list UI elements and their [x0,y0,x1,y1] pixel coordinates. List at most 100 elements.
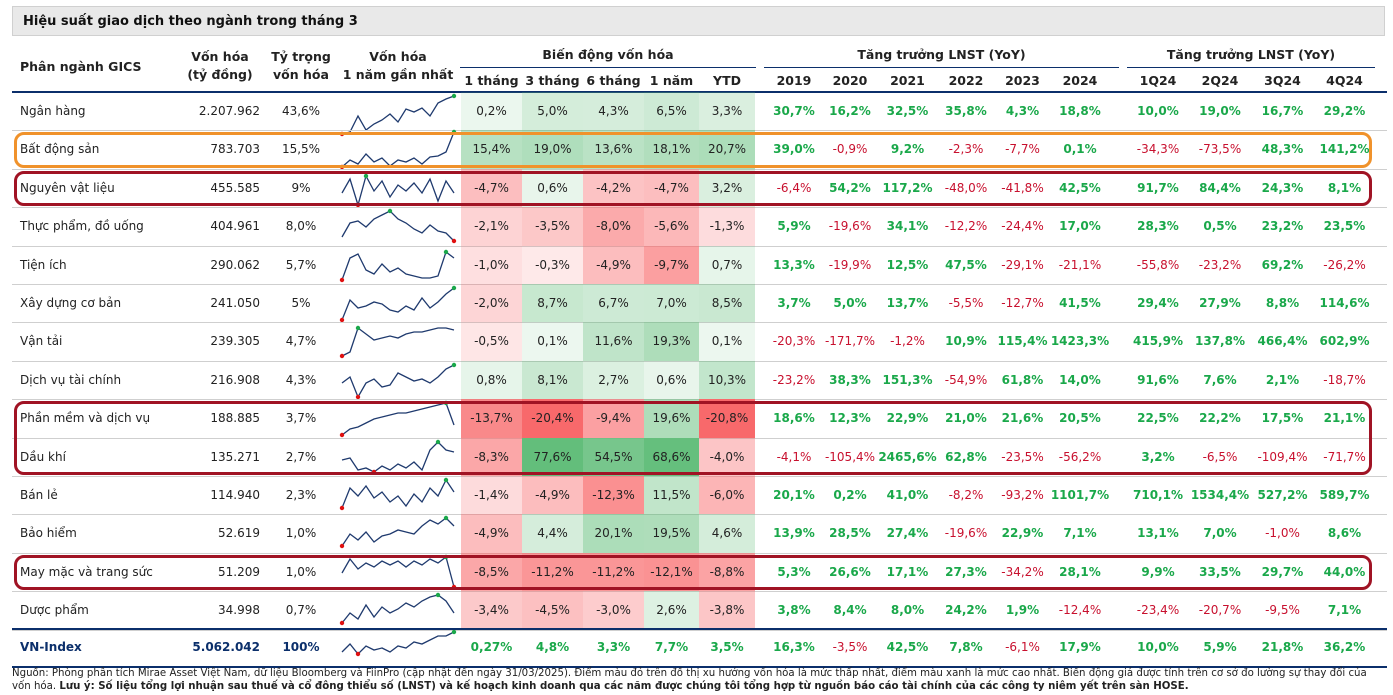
spark-line [341,517,455,547]
sparkline-chart [339,249,455,282]
year-growth: 8,0% [890,603,925,618]
change-heat-cell [583,92,644,131]
change-value: 11,5% [652,488,691,502]
header-change-1: 3 tháng [525,73,580,88]
year-growth: -12,7% [1001,296,1044,310]
highlight-box-red [14,554,1372,591]
cap-weight: 1,0% [285,526,317,541]
spark-line [341,402,455,436]
change-value: 0,7% [711,257,743,272]
spark-low-point [339,544,345,549]
change-heat-cell [699,284,755,323]
row-divider [12,207,1387,209]
year-growth: 14,0% [1059,372,1101,387]
quarter-growth: 137,8% [1195,334,1245,349]
change-value: -4,9% [474,526,509,541]
year-growth: 27,4% [886,526,929,541]
row-divider [12,514,1387,516]
year-growth: 22,9% [1001,526,1044,541]
quarter-growth: 22,2% [1199,411,1241,426]
header-spark-1: Vốn hóa [369,49,427,64]
market-cap: 783.703 [210,142,260,157]
change-heat-cell [583,552,644,592]
year-growth: -5,5% [948,296,984,310]
change-heat-cell [461,360,522,400]
spark-high-point [451,362,457,367]
change-heat-cell [461,399,522,438]
year-growth: 13,9% [773,526,815,541]
year-growth: 5,0% [833,296,867,310]
year-growth: 115,4% [997,334,1048,349]
change-value: -20,8% [705,411,749,426]
change-heat-cell [699,168,755,208]
quarter-growth: 22,5% [1137,411,1179,426]
year-growth: -24,4% [1001,219,1044,234]
change-value: 6,7% [598,296,629,310]
spark-low-point [339,505,345,511]
change-value: 0,6% [537,180,568,195]
year-growth: 1,9% [1005,603,1040,618]
change-value: 0,6% [656,372,687,387]
change-value: 7,0% [656,296,687,310]
sparkline-chart [339,477,455,511]
quarter-growth: 24,3% [1261,180,1304,195]
year-growth: -23,5% [1001,449,1044,464]
change-value: -2,0% [474,296,509,310]
highlight-box-red [14,170,1372,207]
quarter-growth: 466,4% [1257,334,1308,349]
year-growth: 20,5% [1059,411,1101,426]
year-growth: 16,2% [829,104,871,118]
header-lnst-group: Tăng trưởng LNST (YoY) [857,47,1026,62]
spark-high-point [435,592,441,598]
header-quarter-0: 1Q24 [1139,73,1177,88]
year-growth: -105,4% [824,449,876,464]
change-heat-cell [644,92,699,131]
change-value: -3,0% [596,603,631,618]
change-heat-cell [522,207,583,246]
year-growth: 41,5% [1059,296,1101,310]
change-heat-cell [522,245,583,284]
year-growth: 3,8% [777,603,811,618]
spark-low-point [451,238,457,244]
spark-high-point [435,439,441,444]
year-growth: -12,2% [944,219,988,234]
change-heat-cell [522,552,583,592]
year-growth: 1423,3% [1050,334,1110,349]
quarter-growth: 10,0% [1137,104,1179,118]
row-divider [12,629,1387,631]
year-growth: -6,4% [776,180,812,195]
quarter-growth: -20,7% [1198,603,1242,618]
quarter-growth: 7,0% [1203,526,1237,541]
year-growth: 16,3% [773,639,815,654]
change-heat-cell [644,552,699,592]
year-growth: 39,0% [773,142,815,157]
header-quarter-group: Tăng trưởng LNST (YoY) [1166,47,1336,62]
spark-high-point [363,173,369,178]
cap-weight: 43,6% [281,104,321,118]
year-growth: 22,9% [886,411,929,426]
sector-name: Dầu khí [20,449,66,464]
quarter-growth: 602,9% [1319,334,1370,349]
year-growth: -54,9% [944,372,988,387]
year-growth: -8,2% [948,488,984,502]
spark-line [341,631,455,655]
change-value: -4,7% [654,180,689,195]
year-growth: -171,7% [824,334,876,349]
year-growth: -21,1% [1058,257,1102,272]
year-growth: 41,0% [886,488,929,502]
change-heat-cell [583,130,644,169]
sector-name: Phần mềm và dịch vụ [20,411,151,426]
quarter-growth: 29,7% [1261,564,1304,579]
year-growth: 42,5% [1059,180,1101,195]
spark-high-point [387,208,393,214]
change-value: -9,4% [596,411,631,426]
change-heat-cell [583,360,644,400]
change-heat-cell [522,130,583,169]
change-heat-cell [644,284,699,323]
change-heat-cell [461,92,522,131]
spark-line [341,327,455,357]
quarter-growth: 141,2% [1319,142,1370,157]
sector-name: Bất động sản [20,142,100,157]
spark-high-point [355,326,361,331]
spark-low-point [355,394,361,399]
